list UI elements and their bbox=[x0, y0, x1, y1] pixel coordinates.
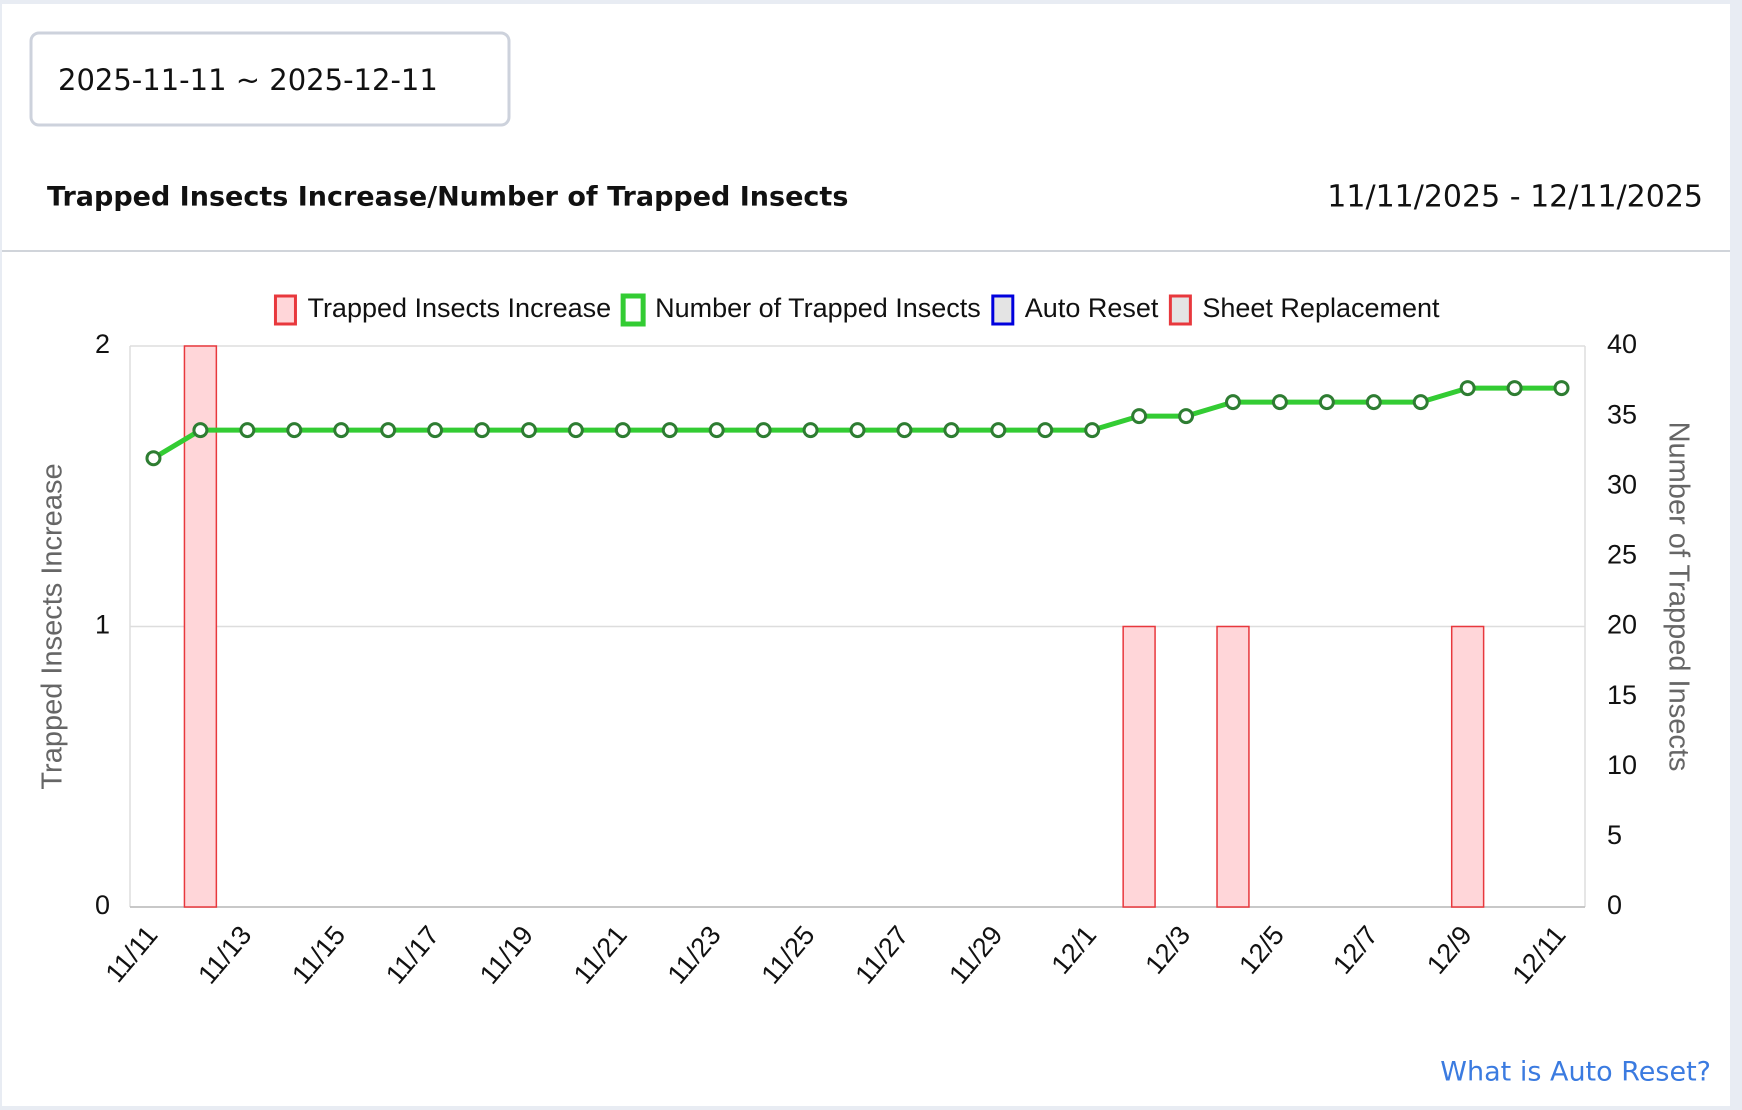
y-tick-label: 1 bbox=[95, 610, 110, 640]
point bbox=[192, 422, 209, 439]
y2-tick-label: 15 bbox=[1607, 680, 1637, 710]
point bbox=[990, 422, 1007, 439]
point bbox=[943, 422, 960, 439]
point bbox=[708, 422, 725, 439]
bar bbox=[1450, 625, 1485, 908]
y2-tick-label: 30 bbox=[1607, 469, 1637, 499]
legend-label: Number of Trapped Insects bbox=[655, 293, 981, 323]
point bbox=[239, 422, 256, 439]
point bbox=[1037, 422, 1054, 439]
bar bbox=[1122, 625, 1156, 908]
legend-swatch bbox=[273, 294, 297, 326]
point bbox=[427, 422, 444, 439]
point bbox=[380, 422, 397, 439]
point bbox=[1224, 394, 1241, 411]
y2-tick-label: 20 bbox=[1607, 610, 1637, 640]
point bbox=[1459, 380, 1476, 397]
y-tick-label: 2 bbox=[95, 329, 110, 359]
card bbox=[2, 4, 1730, 1106]
date-picker[interactable] bbox=[29, 31, 511, 127]
point bbox=[1271, 394, 1288, 411]
point bbox=[1412, 394, 1429, 411]
point bbox=[567, 422, 584, 439]
legend-swatch bbox=[991, 294, 1015, 326]
point bbox=[1178, 408, 1195, 425]
bar bbox=[1216, 625, 1250, 908]
point bbox=[1506, 380, 1523, 397]
point bbox=[474, 422, 491, 439]
point bbox=[802, 422, 819, 439]
point bbox=[333, 422, 350, 439]
y2-tick-label: 5 bbox=[1607, 820, 1622, 850]
point bbox=[520, 422, 537, 439]
legend-label: Sheet Replacement bbox=[1202, 293, 1440, 323]
point bbox=[1365, 394, 1382, 411]
legend-swatch bbox=[1168, 294, 1192, 326]
point bbox=[849, 422, 866, 439]
date-picker-value: 2025-11-11 ~ 2025-12-11 bbox=[58, 63, 438, 97]
legend-swatch bbox=[620, 293, 646, 327]
y2-axis-title: Number of Trapped Insects bbox=[1662, 422, 1694, 772]
point bbox=[286, 422, 303, 439]
y-axis-title: Trapped Insects Increase bbox=[37, 463, 69, 789]
date-range: 11/11/2025 - 12/11/2025 bbox=[1327, 180, 1703, 215]
help-link[interactable]: What is Auto Reset? bbox=[1440, 1057, 1711, 1088]
point bbox=[1553, 380, 1570, 397]
bar bbox=[183, 345, 218, 908]
y2-tick-label: 35 bbox=[1607, 399, 1637, 429]
y-tick-label: 0 bbox=[95, 890, 110, 920]
legend-label: Auto Reset bbox=[1025, 293, 1159, 323]
point bbox=[755, 422, 772, 439]
point bbox=[145, 450, 162, 467]
point bbox=[1084, 422, 1101, 439]
point bbox=[896, 422, 913, 439]
legend-label: Trapped Insects Increase bbox=[307, 293, 611, 323]
y2-tick-label: 0 bbox=[1607, 890, 1622, 920]
point bbox=[1318, 394, 1335, 411]
point bbox=[1131, 408, 1148, 425]
chart-title: Trapped Insects Increase/Number of Trapp… bbox=[47, 182, 848, 213]
y2-tick-label: 10 bbox=[1607, 750, 1637, 780]
y2-tick-label: 25 bbox=[1607, 540, 1637, 570]
point bbox=[614, 422, 631, 439]
y2-tick-label: 40 bbox=[1607, 329, 1637, 359]
point bbox=[661, 422, 678, 439]
